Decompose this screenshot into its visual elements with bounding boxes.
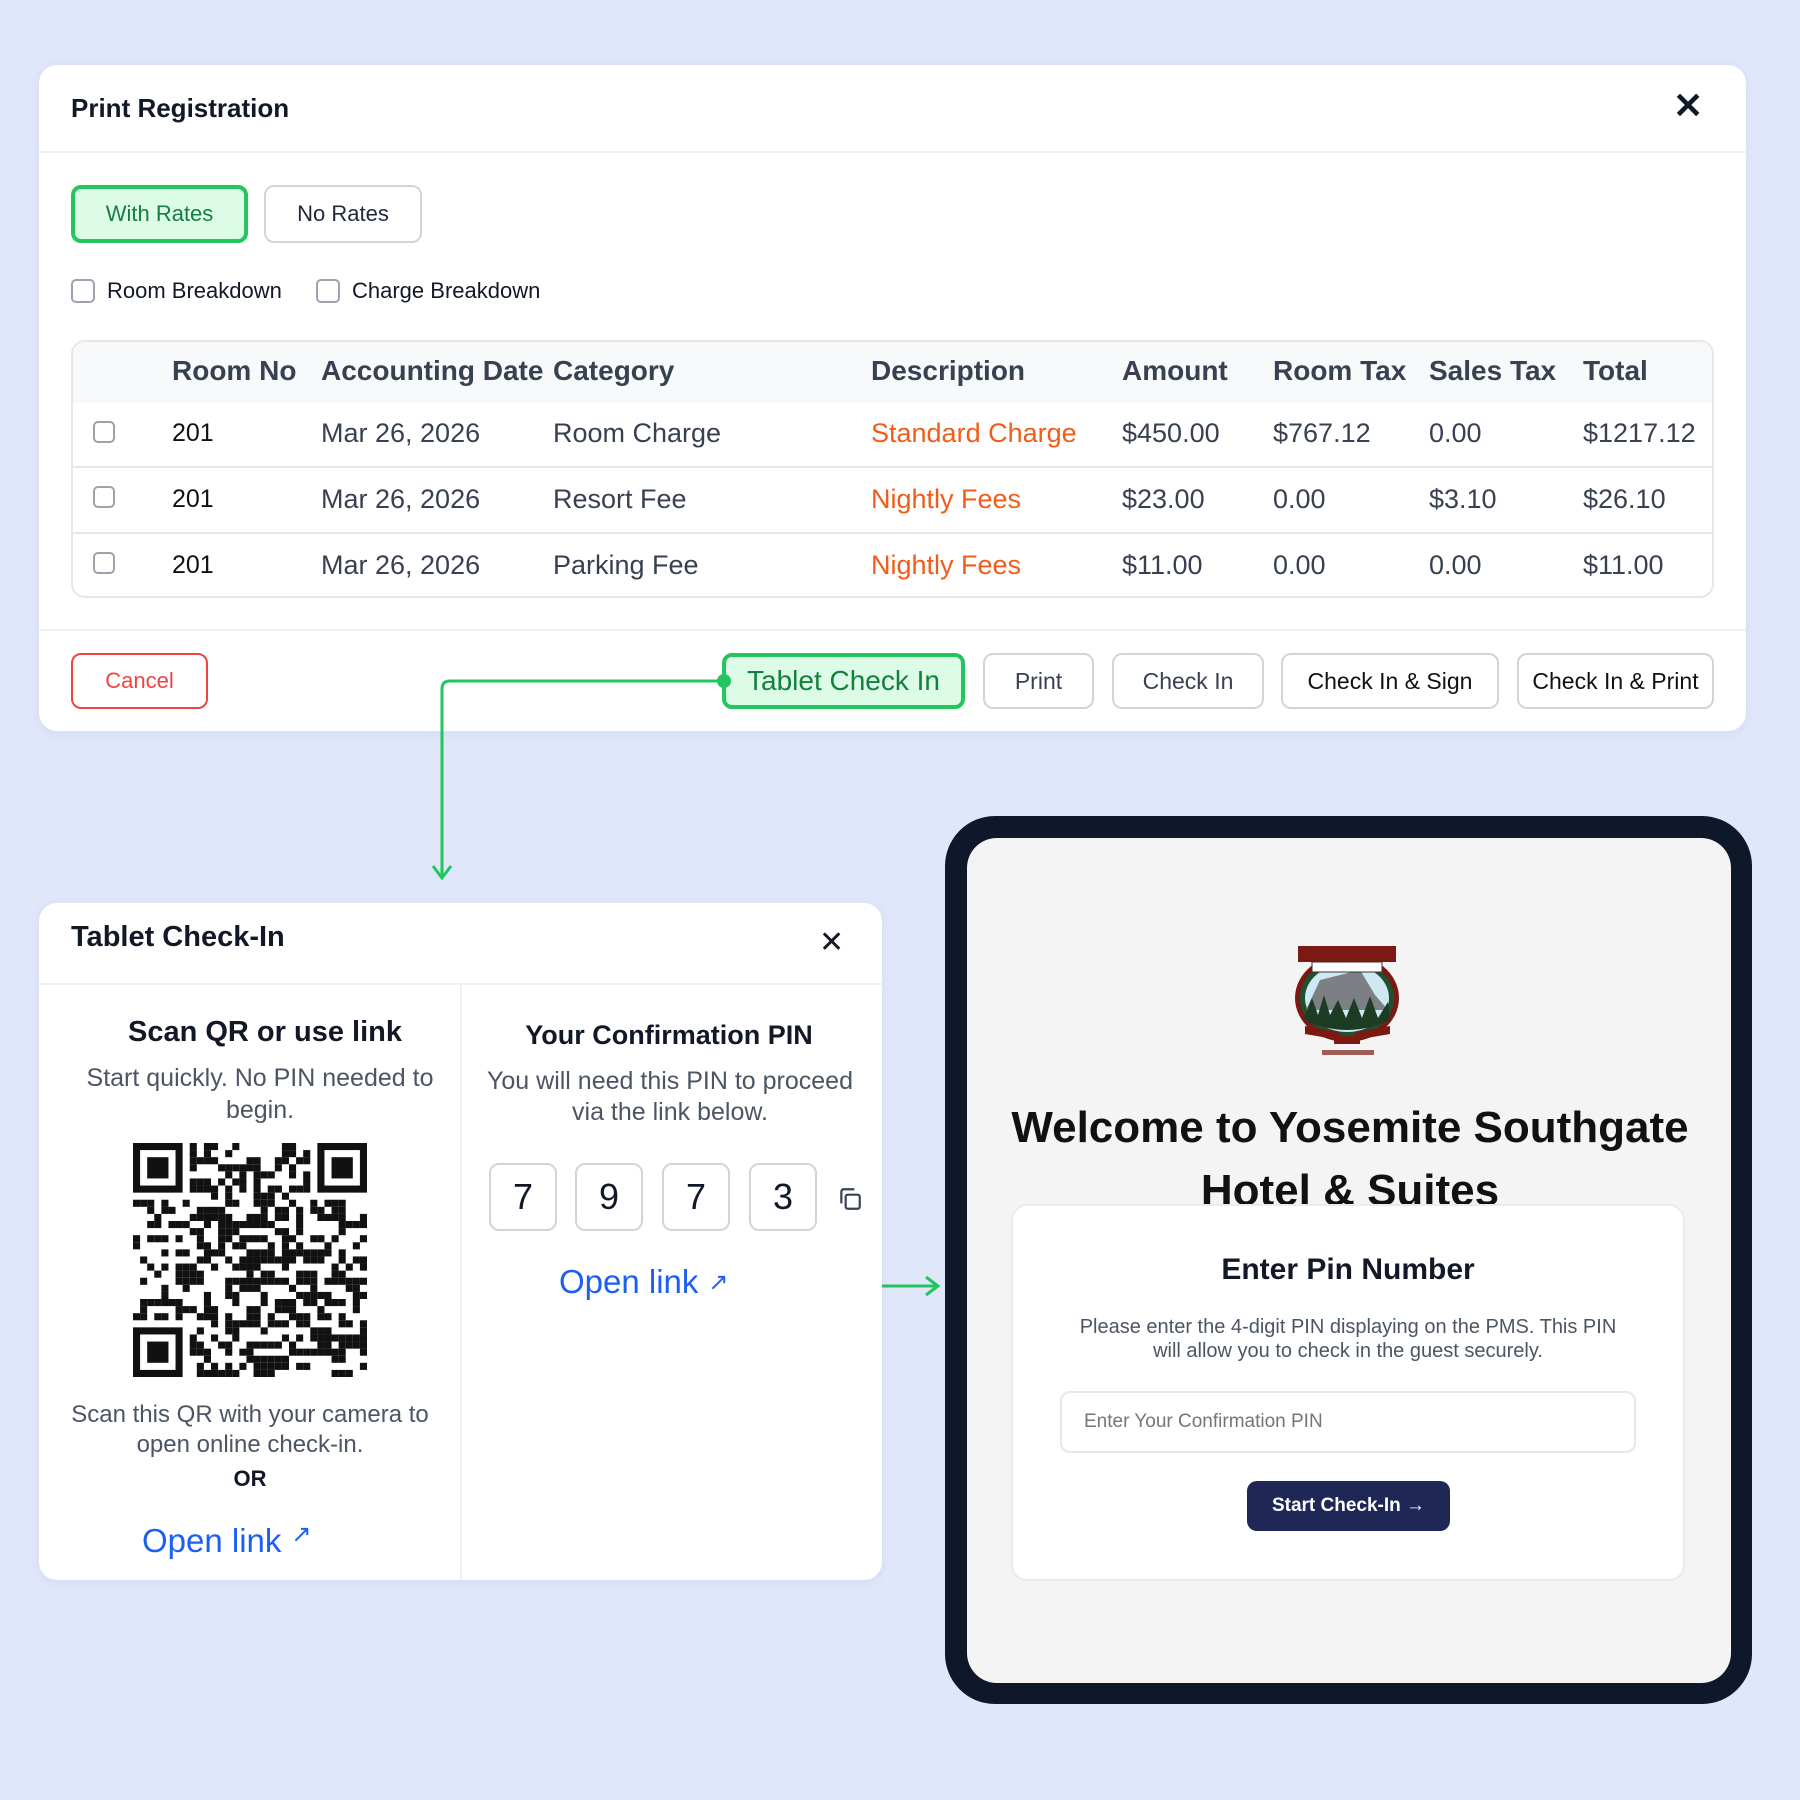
row-divider [71,532,1714,534]
charges-table [71,340,1714,598]
description-cell: Nightly Fees [871,483,1022,514]
copy-icon[interactable] [837,1186,863,1212]
confirmation-pin-input[interactable] [1060,1391,1636,1453]
arrowhead-down [431,865,453,881]
amount-cell: $23.00 [1122,483,1205,514]
arrowhead-right [925,1275,941,1297]
pin-section-title: Your Confirmation PIN [525,1020,813,1050]
pin-digit: 7 [662,1163,730,1231]
accounting-date-cell: Mar 26, 2026 [321,549,481,580]
check-in-button[interactable]: Check In [1112,653,1264,709]
description-cell: Standard Charge [871,418,1077,448]
hotel-logo [1295,946,1399,1055]
room-tax-cell: 0.00 [1273,483,1326,514]
open-link-text: Open link [142,1522,282,1559]
external-link-icon: ↗ [708,1268,729,1296]
pin-digit: 3 [749,1163,817,1231]
column-header: Amount [1122,354,1228,386]
pin-card-desc: Please enter the 4-digit PIN displaying … [1079,1316,1617,1362]
column-divider [460,985,462,1580]
category-cell: Parking Fee [553,549,699,580]
room-tax-cell: $767.12 [1273,418,1371,448]
external-link-icon: ↗ [291,1520,312,1548]
row-checkbox[interactable] [93,486,115,508]
accounting-date-cell: Mar 26, 2026 [321,418,481,448]
column-header: Room Tax [1273,354,1407,386]
qr-open-link[interactable]: Open link ↗ [142,1520,312,1560]
start-check-in-button[interactable]: Start Check-In → [1247,1481,1450,1531]
amount-cell: $11.00 [1122,549,1203,580]
total-cell: $1217.12 [1583,418,1696,448]
with-rates-toggle[interactable]: With Rates [71,185,248,243]
column-header: Category [553,354,675,386]
qr-section-desc: Start quickly. No PIN needed to begin. [86,1064,434,1124]
tablet-check-in-button[interactable]: Tablet Check In [722,653,965,709]
room-no-cell: 201 [172,550,214,579]
column-header: Sales Tax [1429,354,1557,386]
total-cell: $11.00 [1583,549,1664,580]
sales-tax-cell: 0.00 [1429,418,1482,448]
sales-tax-cell: 0.00 [1429,549,1482,580]
category-cell: Room Charge [553,418,722,448]
room-breakdown-label: Room Breakdown [107,278,282,303]
pin-card-title: Enter Pin Number [1221,1253,1475,1286]
charge-breakdown-label: Charge Breakdown [352,278,541,303]
table-header-bg [73,342,1712,403]
room-no-cell: 201 [172,484,214,513]
room-no-cell: 201 [172,419,214,447]
no-rates-toggle[interactable]: No Rates [264,185,422,243]
qr-finder-pattern [147,1341,169,1363]
dialog-title: Tablet Check-In [71,921,285,953]
welcome-title: Welcome to Yosemite Southgate Hotel & Su… [1011,1103,1689,1215]
room-breakdown-option[interactable]: Room Breakdown [71,278,282,304]
accounting-date-cell: Mar 26, 2026 [321,483,481,514]
row-checkbox[interactable] [93,552,115,574]
qr-section-title: Scan QR or use link [128,1016,402,1048]
close-icon[interactable]: ✕ [819,926,845,959]
room-breakdown-checkbox[interactable] [71,279,95,303]
or-label: OR [233,1466,267,1491]
close-icon[interactable]: ✕ [1673,85,1704,126]
qr-code [133,1143,367,1377]
check-in-print-button[interactable]: Check In & Print [1517,653,1714,709]
row-divider [71,466,1714,468]
description-cell: Nightly Fees [871,549,1022,580]
connector-dot [717,674,731,688]
pin-open-link[interactable]: Open link ↗ [559,1263,729,1301]
check-in-sign-button[interactable]: Check In & Sign [1281,653,1499,709]
print-button[interactable]: Print [983,653,1094,709]
qr-finder-pattern [147,1157,169,1179]
column-header: Accounting Date [321,354,544,386]
column-header: Total [1583,354,1648,386]
qr-finder-pattern [331,1157,353,1179]
pin-digit: 9 [575,1163,643,1231]
qr-caption: Scan this QR with your camera to open on… [71,1401,429,1458]
total-cell: $26.10 [1583,483,1666,514]
amount-cell: $450.00 [1122,418,1220,448]
charge-breakdown-option[interactable]: Charge Breakdown [316,278,540,304]
column-header: Room No [172,354,297,386]
open-link-text: Open link [559,1263,699,1300]
connector-tablet-to-dialog [440,679,722,876]
column-header: Description [871,354,1026,386]
header-divider [39,151,1746,153]
row-checkbox[interactable] [93,421,115,443]
footer-divider [39,629,1746,631]
pin-digit: 7 [489,1163,557,1231]
pin-section-desc: You will need this PIN to proceed via th… [487,1067,853,1126]
category-cell: Resort Fee [553,483,687,514]
charge-breakdown-checkbox[interactable] [316,279,340,303]
sales-tax-cell: $3.10 [1429,483,1497,514]
cancel-button[interactable]: Cancel [71,653,208,709]
dialog-title: Print Registration [71,93,290,123]
room-tax-cell: 0.00 [1273,549,1326,580]
header-divider [39,983,882,985]
